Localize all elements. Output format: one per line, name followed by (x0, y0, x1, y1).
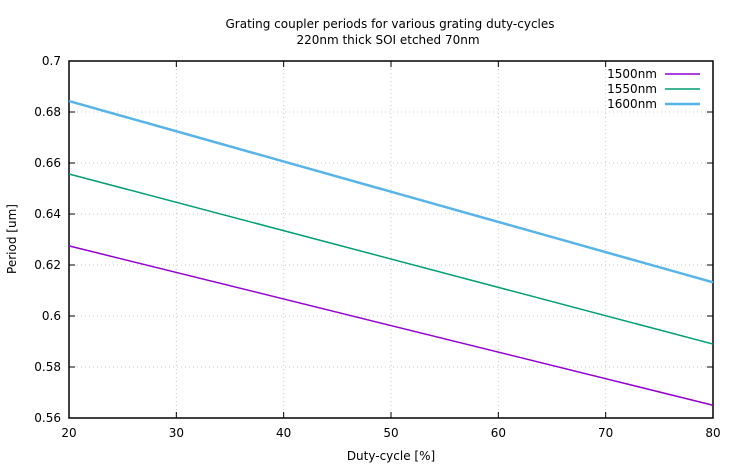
axis-ticks: 20 30 40 50 60 70 80 0.56 0.58 0.6 0.62 0.64 0.66 0.6… (34, 54, 720, 440)
grid (69, 61, 713, 418)
plot-frame (68, 60, 714, 419)
series-line-1550nm (68, 173, 714, 345)
y-axis-label: Period [um] (5, 204, 19, 274)
legend-label-1500nm: 1500nm (607, 67, 657, 81)
y-tick-label: 0.66 (34, 156, 61, 170)
x-tick-label: 40 (276, 426, 291, 440)
y-tick-label: 0.64 (34, 207, 61, 221)
x-tick-label: 20 (61, 426, 76, 440)
y-tick-label: 0.56 (34, 411, 61, 425)
series-line-1500nm (68, 245, 714, 406)
x-tick-label: 60 (491, 426, 506, 440)
x-tick-label: 70 (598, 426, 613, 440)
y-tick-label: 0.68 (34, 105, 61, 119)
series-line-1600nm (68, 99, 714, 284)
x-tick-label: 50 (383, 426, 398, 440)
y-tick-label: 0.62 (34, 258, 61, 272)
series-lines (68, 99, 714, 406)
y-tick-label: 0.58 (34, 360, 61, 374)
x-axis-label: Duty-cycle [%] (347, 449, 435, 463)
legend-label-1600nm: 1600nm (607, 97, 657, 111)
chart-title: Grating coupler periods for various grat… (225, 17, 554, 31)
y-tick-label: 0.6 (42, 309, 61, 323)
legend-label-1550nm: 1550nm (607, 82, 657, 96)
x-tick-label: 30 (169, 426, 184, 440)
x-tick-label: 80 (705, 426, 720, 440)
chart-subtitle: 220nm thick SOI etched 70nm (296, 33, 479, 47)
y-tick-label: 0.7 (42, 54, 61, 68)
